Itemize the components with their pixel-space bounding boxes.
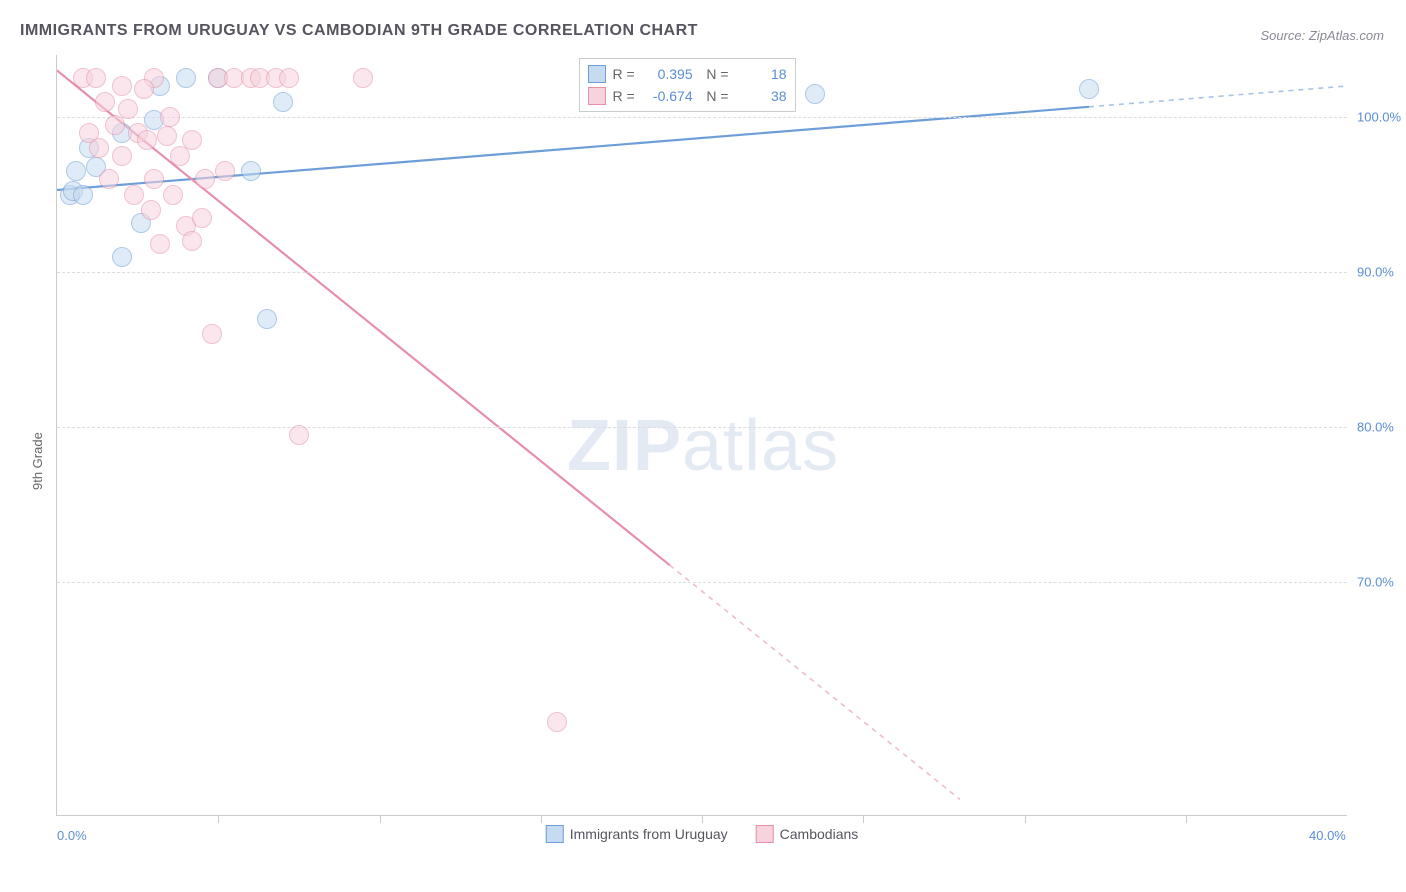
scatter-point (1079, 79, 1099, 99)
scatter-point (353, 68, 373, 88)
legend-item: Cambodians (756, 825, 859, 843)
scatter-point (112, 76, 132, 96)
gridline-horizontal (57, 272, 1347, 273)
y-tick-label: 70.0% (1357, 575, 1406, 590)
x-tick (218, 815, 219, 823)
legend-n-value: 18 (735, 66, 787, 82)
scatter-point (257, 309, 277, 329)
scatter-point (547, 712, 567, 732)
x-tick-label: 0.0% (57, 828, 87, 843)
legend-swatch (588, 65, 606, 83)
y-tick-label: 100.0% (1357, 110, 1406, 125)
scatter-point (89, 138, 109, 158)
x-tick (1186, 815, 1187, 823)
source-attribution: Source: ZipAtlas.com (1260, 28, 1384, 43)
scatter-point (112, 146, 132, 166)
y-axis-label: 9th Grade (30, 432, 45, 490)
scatter-point (73, 185, 93, 205)
scatter-point (195, 169, 215, 189)
legend-series-name: Cambodians (780, 826, 859, 842)
scatter-point (176, 68, 196, 88)
scatter-point (289, 425, 309, 445)
chart-title: IMMIGRANTS FROM URUGUAY VS CAMBODIAN 9TH… (20, 22, 698, 40)
scatter-point (118, 99, 138, 119)
scatter-point (182, 231, 202, 251)
legend-stats-row: R = -0.674 N = 38 (588, 85, 786, 107)
regression-line-dashed (670, 565, 960, 799)
legend-stats-row: R = 0.395 N = 18 (588, 63, 786, 85)
scatter-point (182, 130, 202, 150)
scatter-point (150, 234, 170, 254)
source-label: Source: (1260, 28, 1308, 43)
scatter-point (137, 130, 157, 150)
legend-n-value: 38 (735, 88, 787, 104)
scatter-point (192, 208, 212, 228)
legend-swatch (588, 87, 606, 105)
legend-swatch (546, 825, 564, 843)
y-tick-label: 90.0% (1357, 265, 1406, 280)
watermark-bold: ZIP (567, 406, 682, 486)
scatter-point (163, 185, 183, 205)
source-value: ZipAtlas.com (1309, 28, 1384, 43)
x-tick-label: 40.0% (1309, 828, 1346, 843)
scatter-point (805, 84, 825, 104)
scatter-point (95, 92, 115, 112)
scatter-point (99, 169, 119, 189)
legend-item: Immigrants from Uruguay (546, 825, 728, 843)
scatter-point (160, 107, 180, 127)
legend-r-value: 0.395 (641, 66, 693, 82)
y-tick-label: 80.0% (1357, 420, 1406, 435)
legend-n-label: N = (699, 88, 729, 104)
legend-swatch (756, 825, 774, 843)
legend-series-name: Immigrants from Uruguay (570, 826, 728, 842)
scatter-point (215, 161, 235, 181)
scatter-point (134, 79, 154, 99)
x-tick (541, 815, 542, 823)
scatter-point (157, 126, 177, 146)
scatter-point (202, 324, 222, 344)
scatter-point (66, 161, 86, 181)
scatter-point (144, 169, 164, 189)
x-tick (380, 815, 381, 823)
scatter-point (141, 200, 161, 220)
gridline-horizontal (57, 427, 1347, 428)
watermark: ZIPatlas (567, 405, 839, 487)
scatter-point (112, 247, 132, 267)
regression-line-dashed (1089, 86, 1347, 107)
scatter-point (279, 68, 299, 88)
gridline-horizontal (57, 582, 1347, 583)
x-tick (863, 815, 864, 823)
legend-n-label: N = (699, 66, 729, 82)
legend-r-label: R = (612, 66, 634, 82)
scatter-point (273, 92, 293, 112)
gridline-horizontal (57, 117, 1347, 118)
x-tick (1025, 815, 1026, 823)
watermark-rest: atlas (682, 406, 839, 486)
scatter-point (86, 68, 106, 88)
scatter-point (241, 161, 261, 181)
legend-r-label: R = (612, 88, 634, 104)
scatter-point (124, 185, 144, 205)
chart-plot-area: ZIPatlas R = 0.395 N = 18R = -0.674 N = … (56, 55, 1347, 816)
x-tick (702, 815, 703, 823)
legend-bottom: Immigrants from Uruguay Cambodians (546, 825, 859, 843)
legend-r-value: -0.674 (641, 88, 693, 104)
legend-stats-box: R = 0.395 N = 18R = -0.674 N = 38 (579, 58, 795, 112)
